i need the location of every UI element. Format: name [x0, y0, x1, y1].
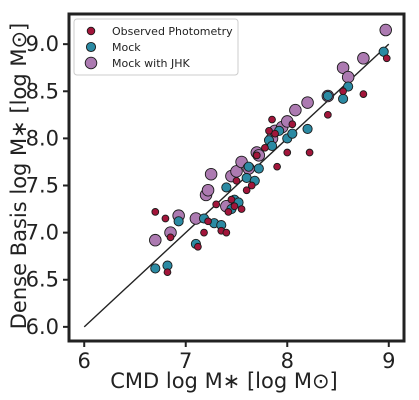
point-observed [227, 195, 236, 204]
legend-box [73, 18, 239, 76]
point-mock_jhk [149, 233, 162, 247]
y-tick-label: 7.5 [26, 174, 59, 198]
y-tick-label: 8.5 [26, 79, 59, 103]
point-observed [261, 143, 269, 152]
point-mock_jhk [301, 96, 314, 109]
data-points [149, 23, 392, 277]
point-observed [283, 148, 292, 157]
y-tick-label: 9.0 [26, 32, 59, 56]
point-mock_jhk [201, 183, 215, 197]
point-observed [237, 205, 246, 213]
point-mock [243, 161, 254, 172]
one-to-one-line [83, 43, 390, 328]
x-tick-label: 8 [281, 349, 294, 373]
point-observed [200, 228, 208, 237]
point-observed [339, 87, 347, 96]
legend-label-mock: Mock [112, 41, 141, 54]
point-observed [163, 268, 172, 277]
point-mock [322, 90, 333, 102]
legend-marker-mock-jhk [84, 56, 98, 70]
x-tick-label: 9 [382, 349, 395, 373]
x-tick-label: 7 [179, 349, 192, 373]
point-observed [265, 127, 273, 135]
point-observed [194, 242, 202, 251]
series-mock [150, 46, 389, 274]
y-tick-label: 6.5 [26, 268, 59, 292]
x-axis-label: CMD log M∗ [log M⊙] [110, 369, 338, 393]
point-mock_jhk [379, 23, 392, 37]
legend-marker-observed [86, 26, 96, 36]
point-mock [287, 128, 298, 139]
point-observed [166, 233, 175, 242]
x-tick-label: 6 [78, 349, 91, 373]
point-observed [359, 90, 368, 98]
point-observed [268, 115, 276, 124]
point-mock [173, 216, 184, 227]
point-observed [271, 129, 279, 138]
y-axis-label: Dense Basis log M∗ [log M⊙] [7, 23, 31, 329]
one-to-one-line-layer [83, 43, 390, 328]
legend-label-mock-jhk: Mock with JHK [112, 57, 190, 70]
plot-frame [67, 12, 406, 343]
tick-labels: 6 7 8 9 6.0 6.5 7.0 7.5 8.0 8.5 9.0 [26, 32, 396, 373]
point-observed [212, 200, 221, 209]
point-mock_jhk [357, 52, 370, 65]
legend: Observed Photometry Mock Mock with JHK [73, 18, 239, 76]
point-mock [266, 140, 278, 151]
point-mock [302, 123, 313, 135]
point-observed [222, 228, 231, 237]
point-mock [150, 263, 161, 274]
legend-marker-mock [85, 41, 97, 53]
legend-label-observed: Observed Photometry [112, 25, 233, 38]
point-observed [247, 181, 256, 190]
point-mock [221, 182, 232, 193]
series-observed [151, 54, 391, 277]
point-observed [161, 214, 170, 223]
point-observed [288, 120, 297, 129]
point-observed [382, 54, 391, 63]
point-mock [253, 163, 264, 174]
point-observed [324, 110, 332, 119]
y-tick-label: 7.0 [26, 221, 59, 245]
point-mock_jhk [289, 103, 302, 117]
point-observed [204, 217, 212, 226]
point-observed [151, 208, 160, 216]
point-observed [242, 186, 251, 195]
y-tick-label: 8.0 [26, 126, 59, 150]
point-observed [230, 202, 239, 211]
point-mock_jhk [204, 167, 218, 181]
point-observed [232, 176, 241, 185]
point-mock_jhk [341, 70, 355, 84]
point-observed [252, 151, 261, 160]
point-observed [305, 148, 314, 157]
point-observed [224, 208, 233, 216]
point-mock [338, 93, 349, 104]
point-observed [273, 162, 281, 171]
y-tick-label: 6.0 [26, 315, 59, 339]
